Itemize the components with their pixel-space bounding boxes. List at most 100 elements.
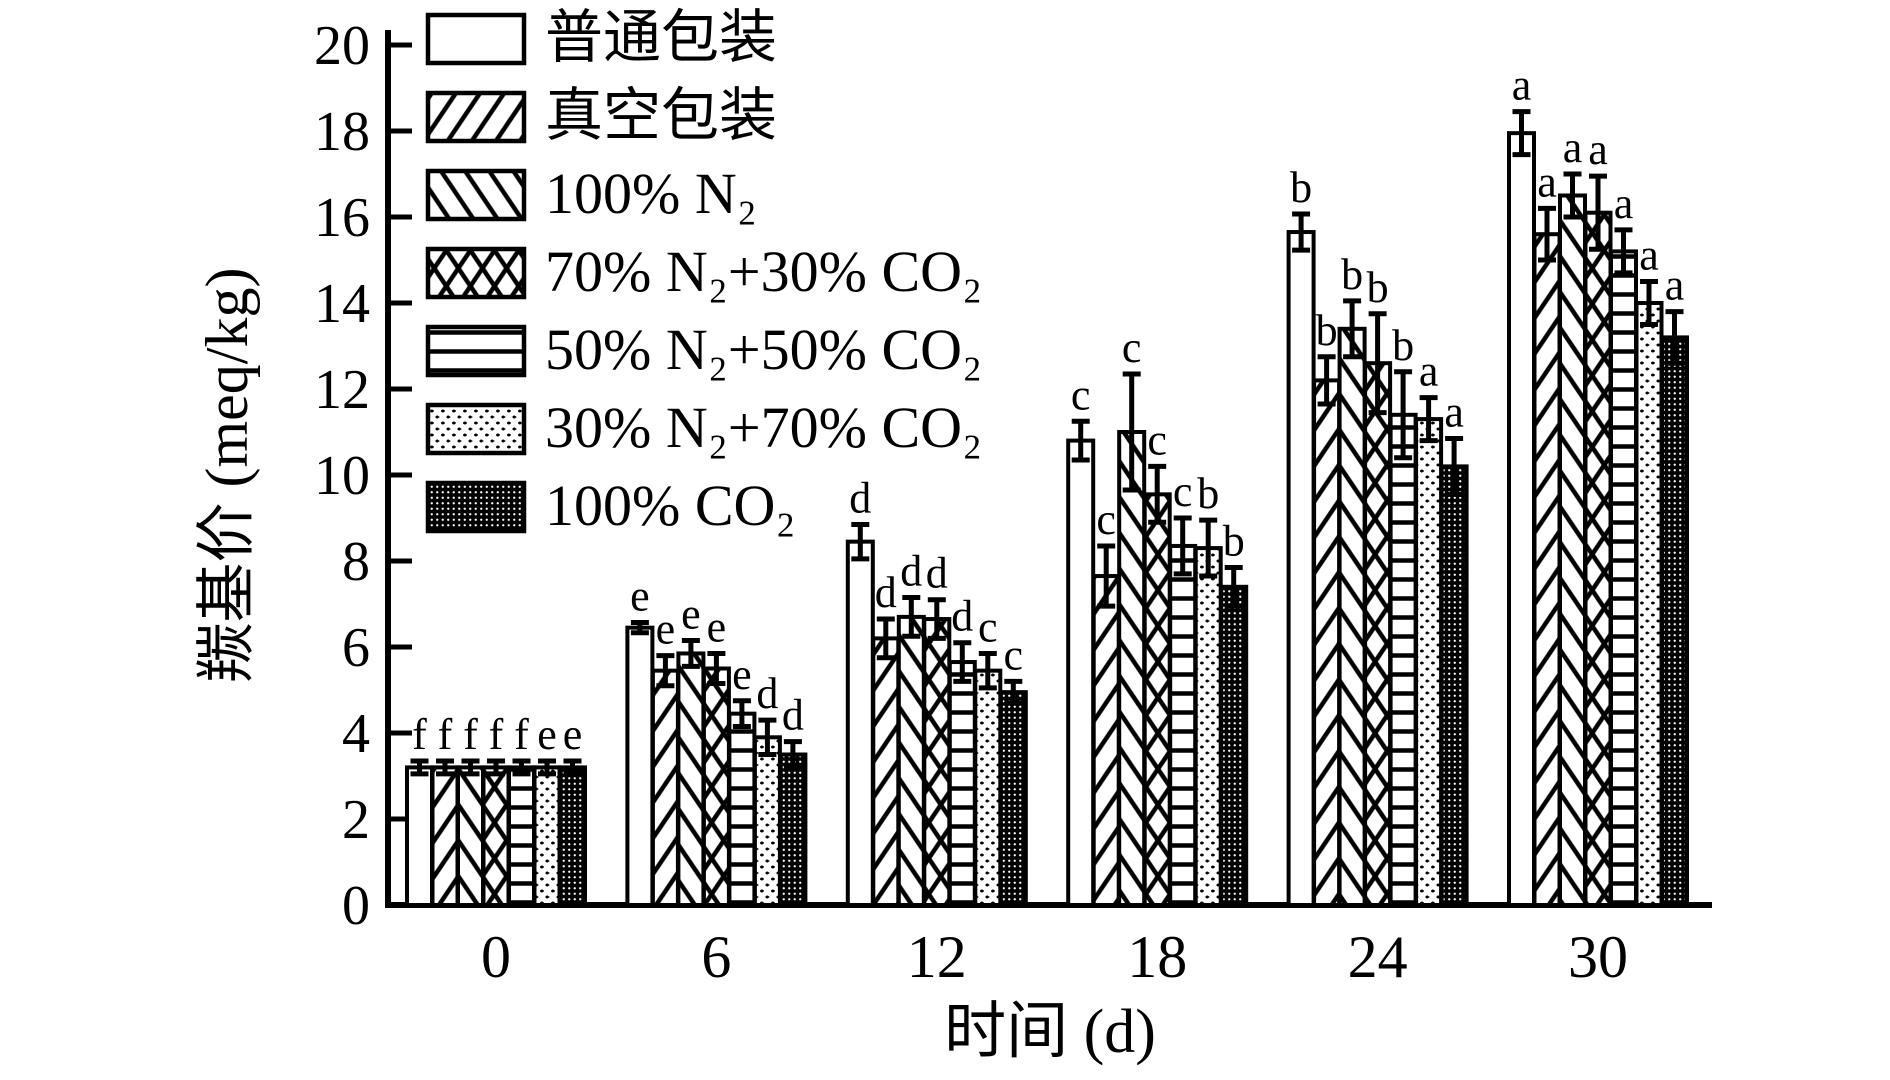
bar-fill bbox=[509, 767, 534, 905]
legend-label: 普通包装 bbox=[545, 5, 777, 70]
legend-item: 50% N₂+50% CO₂ bbox=[425, 317, 982, 382]
sig-letter: e bbox=[537, 710, 557, 759]
legend-item: 100% N₂ bbox=[425, 161, 757, 226]
bar-base bbox=[1288, 232, 1314, 906]
bar-fill bbox=[729, 713, 755, 905]
sig-letter: b bbox=[1290, 163, 1312, 212]
legend-label: 100% CO₂ bbox=[545, 473, 796, 538]
bar-fill bbox=[1611, 251, 1636, 905]
legend-item: 普通包装 bbox=[425, 5, 777, 70]
legend-label: 100% N₂ bbox=[545, 161, 757, 226]
y-tick-label: 18 bbox=[314, 101, 370, 163]
legend-swatch bbox=[425, 402, 527, 456]
sig-letter: a bbox=[1512, 61, 1532, 110]
sig-letter: a bbox=[1444, 387, 1464, 436]
sig-letter: c bbox=[1004, 630, 1024, 679]
sig-letter: a bbox=[1419, 347, 1439, 396]
bar-fill bbox=[1093, 576, 1119, 905]
bar-fill bbox=[1195, 548, 1221, 905]
x-tick-label: 0 bbox=[481, 924, 511, 990]
legend-label: 70% N₂+30% CO₂ bbox=[545, 239, 982, 304]
y-tick-label: 12 bbox=[314, 359, 370, 421]
sig-letter: e bbox=[707, 602, 727, 651]
legend-item: 70% N₂+30% CO₂ bbox=[425, 239, 982, 304]
sig-letter: c bbox=[1147, 415, 1167, 464]
bar-fill bbox=[1416, 419, 1442, 905]
bar-fill bbox=[652, 670, 678, 905]
y-tick-label: 2 bbox=[342, 789, 370, 851]
sig-letter: b bbox=[1392, 321, 1414, 370]
legend-swatch-fill bbox=[428, 249, 524, 297]
bar-base bbox=[1509, 133, 1534, 905]
y-tick-label: 4 bbox=[342, 703, 370, 765]
legend-swatch bbox=[425, 480, 527, 534]
sig-letter: d bbox=[951, 592, 973, 641]
bar-fill bbox=[703, 668, 729, 905]
bar-fill bbox=[1119, 432, 1145, 905]
y-tick-label: 16 bbox=[314, 187, 370, 249]
sig-letter: d bbox=[849, 473, 871, 522]
sig-letter: f bbox=[463, 710, 478, 759]
sig-letter: e bbox=[630, 571, 650, 620]
sig-letter: c bbox=[1122, 323, 1142, 372]
bar-fill bbox=[1585, 212, 1611, 905]
bar-fill bbox=[924, 619, 950, 905]
bar-fill bbox=[1636, 303, 1662, 905]
sig-letter: b bbox=[1341, 250, 1363, 299]
sig-letter: a bbox=[1588, 125, 1608, 174]
x-tick-label: 18 bbox=[1127, 924, 1187, 990]
y-tick-label: 20 bbox=[314, 15, 370, 77]
bar-fill bbox=[458, 767, 483, 905]
bar-fill bbox=[780, 754, 806, 905]
y-axis-ticks: 0 2 4 6 8 10 12 14 16 18 20 bbox=[314, 15, 412, 937]
bar-base bbox=[1068, 440, 1094, 905]
bar-fill bbox=[1365, 363, 1391, 905]
sig-letter: d bbox=[926, 549, 948, 598]
y-tick-label: 10 bbox=[314, 445, 370, 507]
sig-letter: b bbox=[1316, 306, 1338, 355]
bar-base bbox=[627, 627, 653, 905]
sig-letter: d bbox=[756, 669, 778, 718]
bar-fill bbox=[1534, 234, 1560, 905]
sig-letter: d bbox=[900, 547, 922, 596]
sig-letter: f bbox=[412, 710, 427, 759]
x-axis-ticks: 0 6 12 18 24 30 bbox=[481, 881, 1628, 990]
sig-letter: a bbox=[1639, 231, 1659, 280]
sig-letter: b bbox=[1367, 263, 1389, 312]
sig-letter: a bbox=[1537, 157, 1557, 206]
bar-fill bbox=[483, 767, 509, 905]
sig-letter: c bbox=[1071, 370, 1091, 419]
y-tick-label: 0 bbox=[342, 875, 370, 937]
legend-swatch-fill bbox=[428, 405, 524, 453]
sig-letter: c bbox=[978, 602, 998, 651]
legend-item: 100% CO₂ bbox=[425, 473, 796, 538]
legend-label: 真空包装 bbox=[545, 83, 777, 148]
legend-swatch-fill bbox=[428, 93, 524, 141]
bar-group-day-6: ee e ee d d bbox=[625, 571, 808, 908]
x-tick-label: 24 bbox=[1348, 924, 1408, 990]
x-axis-title: 时间 (d) bbox=[944, 998, 1156, 1066]
sig-letter: c bbox=[1173, 467, 1193, 516]
y-tick-label: 6 bbox=[342, 617, 370, 679]
legend-swatch bbox=[425, 324, 527, 378]
legend-swatch bbox=[425, 246, 527, 300]
sig-letter: f bbox=[489, 710, 504, 759]
bar-base bbox=[407, 767, 432, 905]
sig-letter: c bbox=[1096, 495, 1116, 544]
sig-letter: d bbox=[782, 691, 804, 740]
bar-fill bbox=[873, 638, 899, 905]
sig-letter: b bbox=[1197, 469, 1219, 518]
bar-fill bbox=[560, 767, 585, 905]
bar-fill bbox=[1339, 328, 1365, 905]
y-tick-label: 14 bbox=[314, 273, 370, 335]
bar-fill bbox=[1000, 692, 1026, 905]
y-axis-title: 羰基价 (meq/kg) bbox=[194, 268, 260, 683]
bar-fill bbox=[534, 767, 560, 905]
legend-swatch-fill bbox=[428, 171, 524, 219]
bar-fill bbox=[754, 737, 780, 905]
bar-base bbox=[847, 541, 873, 905]
